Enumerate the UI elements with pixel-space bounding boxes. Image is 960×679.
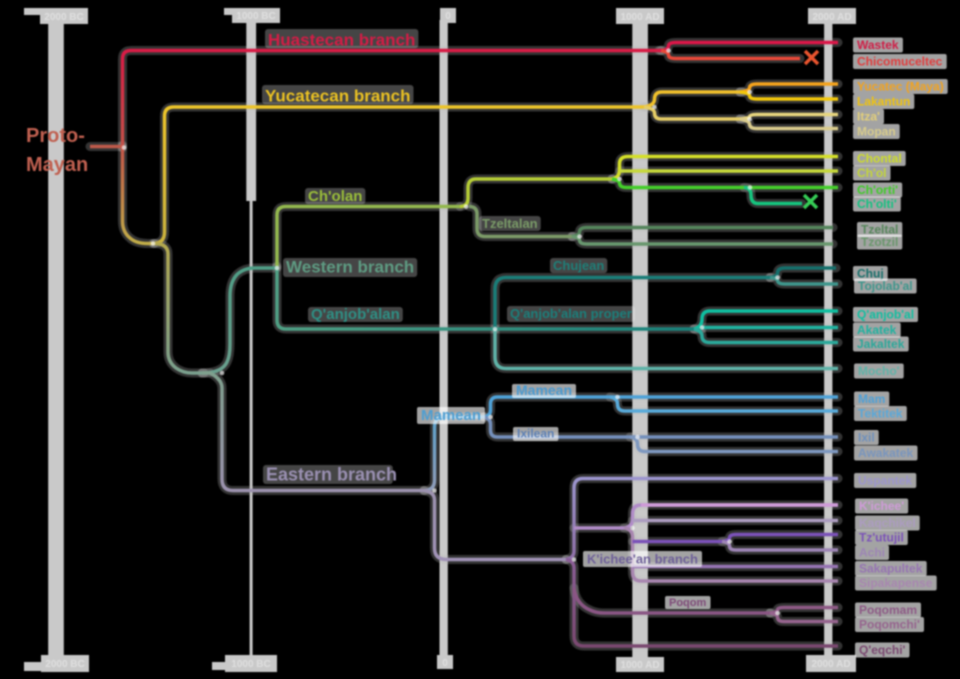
svg-text:2000 AD: 2000 AD [812,12,851,23]
svg-text:Achi: Achi [859,546,885,560]
svg-text:Ixilean: Ixilean [517,427,554,441]
svg-text:Ixil: Ixil [858,431,875,445]
svg-text:Mocho': Mocho' [858,364,900,378]
svg-text:Q'eqchi': Q'eqchi' [859,643,906,657]
svg-text:Tz'utujil: Tz'utujil [859,531,904,545]
svg-text:Mam: Mam [858,392,885,406]
svg-text:Mayan: Mayan [26,154,88,176]
svg-text:Tojolab'al: Tojolab'al [858,279,913,293]
svg-text:Poqomchi': Poqomchi' [859,618,920,632]
svg-text:Q'anjob'alan: Q'anjob'alan [311,306,400,323]
svg-text:K'ichee': K'ichee' [859,499,904,513]
svg-text:Wastek: Wastek [857,38,899,52]
svg-text:Huastecan branch: Huastecan branch [268,31,415,50]
svg-text:Tzeltalan: Tzeltalan [482,216,538,231]
svg-text:Q'anjob'alan proper: Q'anjob'alan proper [510,306,632,321]
svg-text:2000 BC: 2000 BC [45,659,84,670]
svg-text:Tektitek: Tektitek [858,407,903,421]
svg-text:Uspantek: Uspantek [858,474,912,488]
svg-text:Ch'ol: Ch'ol [857,166,887,180]
svg-text:Yucatecan branch: Yucatecan branch [265,87,411,106]
svg-text:Chicomuceltec: Chicomuceltec [857,55,943,69]
svg-text:Mamean: Mamean [421,407,481,424]
svg-text:Itza': Itza' [857,110,880,124]
svg-text:Akatek: Akatek [857,323,897,337]
svg-text:1000 AD: 1000 AD [620,660,659,671]
svg-text:Awakatek: Awakatek [858,446,913,460]
svg-text:1000 BC: 1000 BC [231,659,270,670]
svg-text:1000 AD: 1000 AD [620,12,659,23]
svg-text:1000 BC: 1000 BC [236,11,275,22]
svg-text:Ch'olan: Ch'olan [308,188,362,205]
svg-text:Tzeltal: Tzeltal [861,223,898,237]
svg-text:Poqomam: Poqomam [859,603,917,617]
svg-text:Sakapultek: Sakapultek [859,562,923,576]
svg-text:Ch'orti': Ch'orti' [857,183,898,197]
svg-text:Q'anjob'al: Q'anjob'al [857,308,914,322]
svg-text:Eastern branch: Eastern branch [266,465,397,485]
svg-text:Ch'olti': Ch'olti' [857,197,897,211]
svg-text:Chontal: Chontal [857,152,902,166]
svg-text:Poqom: Poqom [669,597,706,609]
svg-text:Tzotzil: Tzotzil [861,235,898,249]
svg-text:K'ichee'an branch: K'ichee'an branch [587,552,698,567]
svg-text:Mamean: Mamean [516,382,572,398]
svg-text:Kaqchikel: Kaqchikel [859,516,916,530]
svg-text:Yucatec (Maya): Yucatec (Maya) [857,80,944,94]
svg-text:0: 0 [445,11,451,22]
svg-text:Chujean: Chujean [553,258,604,273]
svg-text:0: 0 [442,658,448,669]
svg-text:Sipakapense: Sipakapense [859,576,933,590]
svg-text:Lakantun: Lakantun [857,95,910,109]
svg-text:Jakaltek: Jakaltek [857,337,905,351]
svg-text:2000 AD: 2000 AD [811,659,850,670]
svg-text:Proto-: Proto- [26,125,85,147]
svg-text:Western branch: Western branch [286,258,414,277]
svg-text:Mopan: Mopan [857,125,896,139]
svg-text:Chuj: Chuj [857,267,884,281]
svg-text:2000 BC: 2000 BC [44,12,83,23]
